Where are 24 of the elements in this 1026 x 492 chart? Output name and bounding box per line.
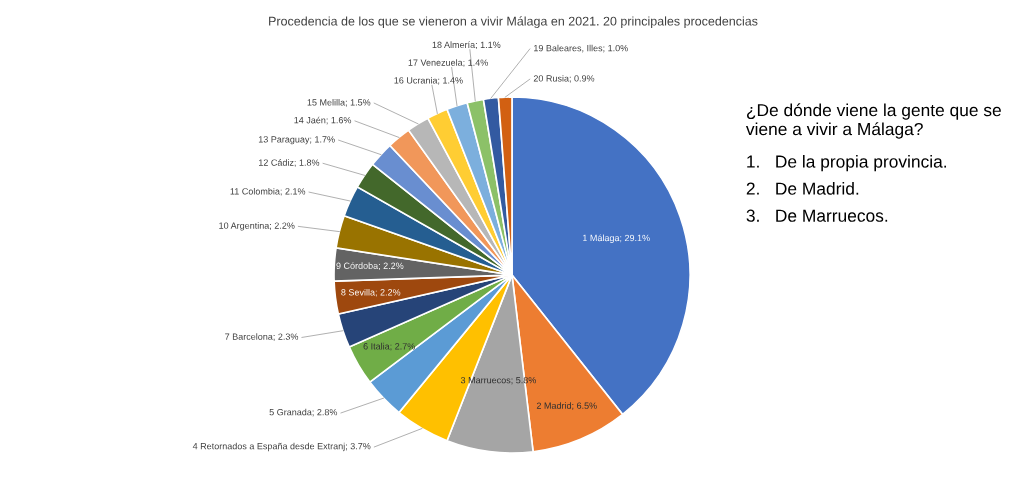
text: ¿De dónde viene la gente que se viene a vivir a Málaga? <box>745 103 1001 139</box>
slice-label: 4 Retornados a España desde Extranj; 3.7% <box>192 442 371 452</box>
slice-label: 20 Rusia; 0.9% <box>533 74 595 83</box>
slice-label: 7 Barcelona; 2.3% <box>225 333 299 341</box>
text: 1. De la propia provincia. <box>747 154 946 172</box>
slice-label: 8 Sevilla; 2.2% <box>341 288 401 297</box>
slice-label: 15 Melilla; 1.5% <box>307 98 371 107</box>
slice-label: 9 Córdoba; 2.2% <box>336 262 404 271</box>
slice-label: 6 Italia; 2.7% <box>363 342 415 351</box>
slice-label: 1 Málaga; 29.1% <box>583 234 650 243</box>
chart-title: Procedencia de los que se vieneron a vivir Málaga en 2021. 20 principales procedencias <box>269 16 758 29</box>
slice-label: 19 Baleares, Illes; 1.0% <box>534 44 628 53</box>
slice-label: 18 Almería; 1.1% <box>432 41 501 50</box>
slice-label: 5 Granada; 2.8% <box>269 408 338 417</box>
slice-label: 17 Venezuela; 1.4% <box>408 59 488 67</box>
text: 2. De Madrid. <box>746 182 859 195</box>
slice-label: 10 Argentina; 2.2% <box>219 222 295 231</box>
slice-label: 16 Ucrania; 1.4% <box>394 76 463 85</box>
slice-label: 2 Madrid; 6.5% <box>536 402 597 410</box>
slice-label: 12 Cádiz; 1.8% <box>259 159 320 167</box>
text: 3. De Marruecos. <box>746 209 888 222</box>
slice-label: 14 Jaén; 1.6% <box>294 116 352 125</box>
slice-label: 13 Paraguay; 1.7% <box>258 136 335 145</box>
slice-label: 11 Colombia; 2.1% <box>230 187 306 196</box>
